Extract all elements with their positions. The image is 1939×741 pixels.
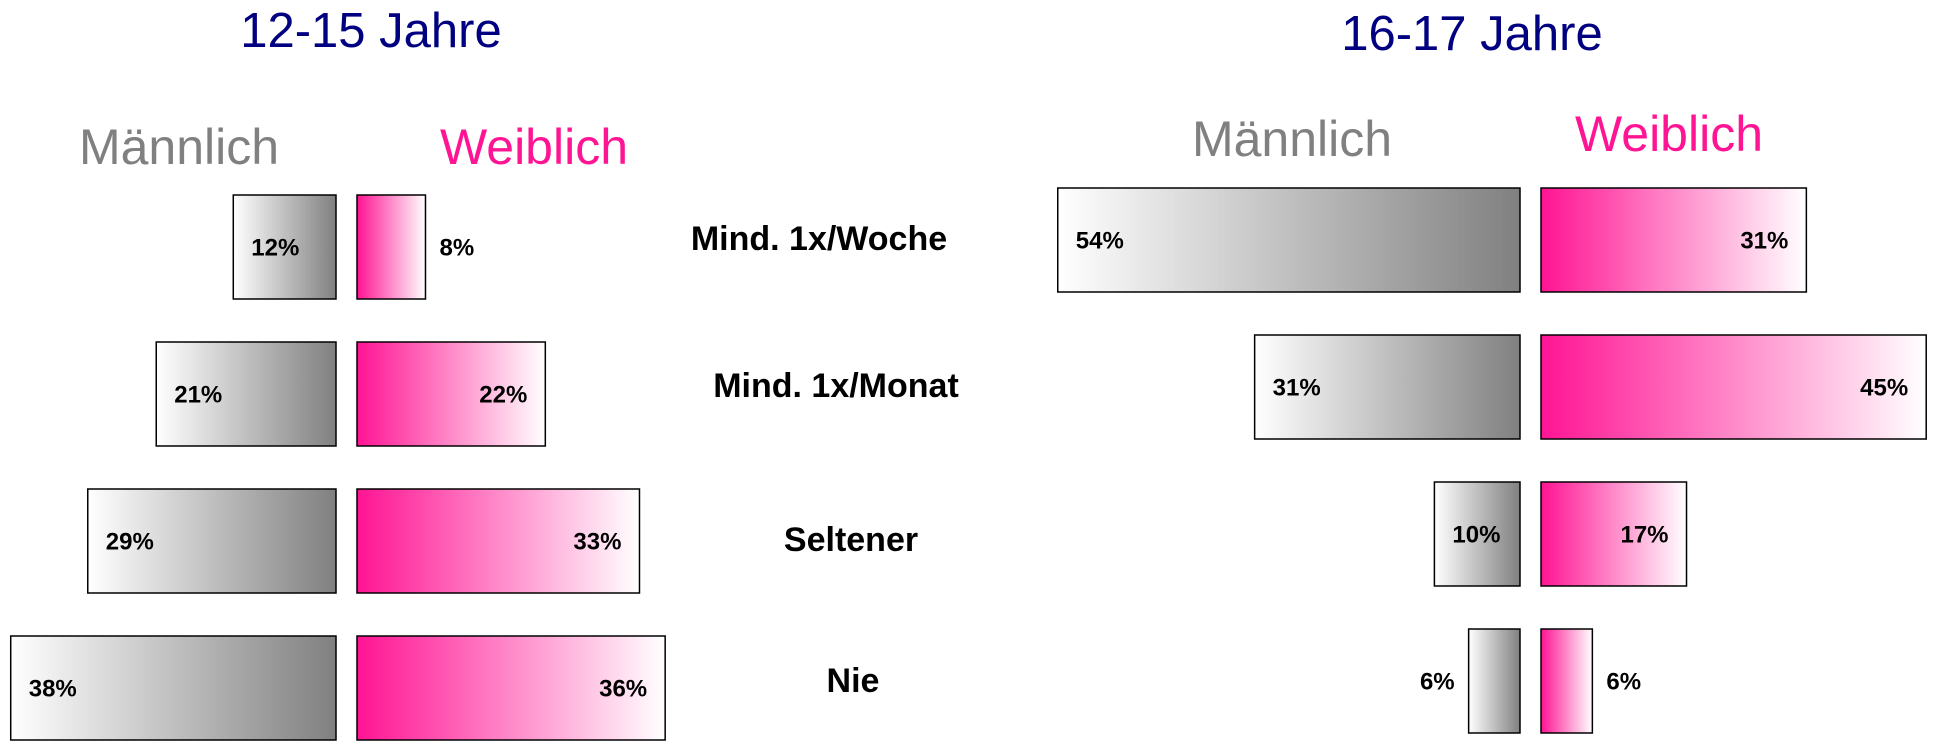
legend-label: Männlich [1192,111,1392,167]
value-label: 6% [1420,668,1455,695]
bar [1253,334,1521,440]
bar [232,194,337,300]
value-label: 21% [174,381,222,408]
bar [1540,187,1808,293]
value-label: 22% [479,381,527,408]
category-label: Seltener [784,521,918,559]
bar [356,194,427,300]
value-label: 12% [251,234,299,261]
value-label: 31% [1273,374,1321,401]
bar [356,635,666,741]
bar [356,341,547,447]
bar [155,341,337,447]
category-label: Nie [827,662,880,700]
legend-label: Weiblich [1575,106,1763,162]
value-label: 17% [1620,521,1668,548]
category-label: Mind. 1x/Monat [713,367,959,405]
value-label: 38% [29,675,77,702]
bar [1433,481,1521,587]
value-label: 45% [1860,374,1908,401]
bar [356,488,641,594]
chart-title: 16-17 Jahre [1341,7,1603,61]
bar [1540,628,1594,734]
value-label: 33% [573,528,621,555]
value-label: 29% [106,528,154,555]
bar [1057,187,1521,293]
bar [1540,334,1927,440]
value-label: 54% [1076,227,1124,254]
legend-label: Weiblich [440,119,628,175]
value-label: 36% [599,675,647,702]
chart-title: 12-15 Jahre [240,4,502,58]
bar [1540,481,1688,587]
value-label: 31% [1740,227,1788,254]
bar [9,635,337,741]
value-label: 6% [1606,668,1641,695]
category-label: Mind. 1x/Woche [691,220,947,258]
legend-label: Männlich [79,119,279,175]
bar [1467,628,1521,734]
bar [87,488,337,594]
value-label: 10% [1452,521,1500,548]
value-label: 8% [439,234,474,261]
